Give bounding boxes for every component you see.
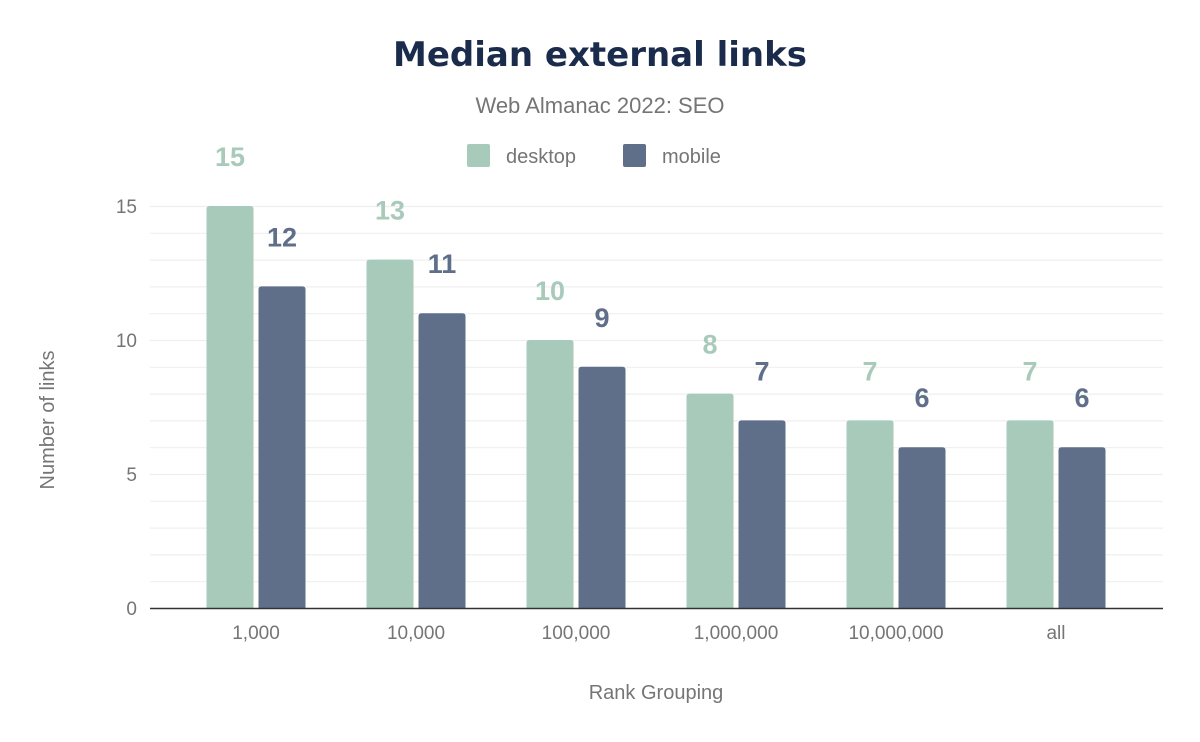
x-tick-label: 100,000 <box>542 623 611 644</box>
legend-label-desktop: desktop <box>506 146 576 168</box>
bar-desktop <box>686 393 734 608</box>
x-tick-label: all <box>1046 623 1065 644</box>
chart-title: Median external links <box>393 35 807 75</box>
bar-desktop <box>1006 420 1054 608</box>
bar-mobile <box>738 420 786 608</box>
bar-mobile <box>418 313 466 608</box>
data-label-desktop: 8 <box>702 330 717 360</box>
data-label-desktop: 13 <box>375 196 405 226</box>
x-tick-label: 10,000 <box>387 623 445 644</box>
gridlines <box>150 205 1163 583</box>
bar-desktop <box>366 259 414 608</box>
x-axis-ticks: 1,000 10,000 100,000 1,000,000 10,000,000 all <box>232 623 1065 644</box>
bar-desktop <box>526 340 574 608</box>
bars <box>206 206 1106 608</box>
bar-mobile <box>1058 447 1106 608</box>
data-label-mobile: 12 <box>267 222 297 252</box>
y-tick-label: 15 <box>116 197 137 218</box>
chart-subtitle: Web Almanac 2022: SEO <box>475 93 724 118</box>
legend: desktop mobile <box>467 144 721 168</box>
data-label-desktop: 7 <box>1022 356 1037 386</box>
bar-desktop <box>206 206 254 608</box>
y-tick-label: 0 <box>126 599 137 620</box>
x-tick-label: 1,000,000 <box>694 623 779 644</box>
data-label-mobile: 6 <box>914 383 929 413</box>
x-tick-label: 1,000 <box>232 623 280 644</box>
bar-mobile <box>578 366 626 608</box>
bar-desktop <box>846 420 894 608</box>
bar-mobile <box>898 447 946 608</box>
data-label-mobile: 9 <box>594 303 609 333</box>
data-label-mobile: 11 <box>428 249 457 279</box>
y-axis-label: Number of links <box>37 351 59 490</box>
x-axis-label: Rank Grouping <box>589 682 724 704</box>
data-label-desktop: 10 <box>535 276 565 306</box>
x-tick-label: 10,000,000 <box>848 623 943 644</box>
data-label-mobile: 6 <box>1074 383 1089 413</box>
y-tick-label: 10 <box>116 331 137 352</box>
y-axis-ticks: 0 5 10 15 <box>116 197 137 620</box>
y-tick-label: 5 <box>126 465 137 486</box>
legend-swatch-mobile <box>623 144 646 167</box>
bar-mobile <box>258 286 306 608</box>
data-label-desktop: 7 <box>862 356 877 386</box>
data-label-mobile: 7 <box>754 356 769 386</box>
legend-swatch-desktop <box>467 144 490 167</box>
data-labels: 15 12 13 11 10 9 8 7 7 6 7 6 <box>215 142 1090 413</box>
data-label-desktop: 15 <box>215 142 245 172</box>
legend-label-mobile: mobile <box>662 146 721 168</box>
